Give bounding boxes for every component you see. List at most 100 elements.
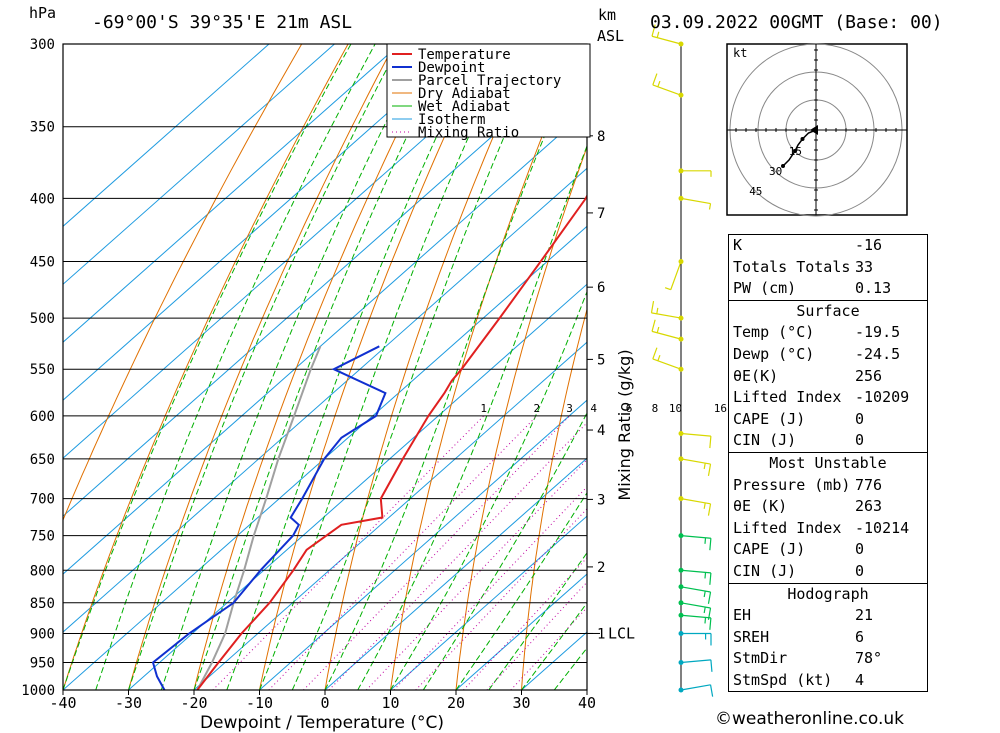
x-tick-label: 20: [447, 694, 465, 712]
wet-adiabat-line: [128, 44, 401, 690]
x-tick-label: 10: [381, 694, 399, 712]
mixing-ratio-label: 1: [480, 402, 487, 415]
wet-adiabat-line: [160, 44, 426, 690]
stmdir-label: StmDir: [733, 649, 788, 668]
wind-barb-staff: [652, 84, 682, 96]
sfc-temp-label: Temp (°C): [733, 323, 815, 342]
sfc-dewp-label: Dewp (°C): [733, 344, 815, 363]
pw-label: PW (cm): [733, 279, 797, 298]
hodograph-ring-label: 45: [749, 185, 762, 198]
hodograph: kt153045: [726, 43, 908, 217]
wind-barb-flag: [707, 503, 712, 516]
hodograph-ring-label: 30: [769, 165, 782, 178]
stmdir-value: 78°: [855, 649, 883, 668]
isotherm-line: [63, 44, 335, 285]
km-tick-label: 1: [597, 626, 605, 642]
mu-cape-value: 0: [855, 540, 865, 559]
wind-barb-flag: [652, 73, 658, 86]
wind-barb-flag: [704, 572, 707, 579]
x-axis-label: Dewpoint / Temperature (°C): [200, 713, 444, 733]
stmspd-value: 4: [855, 670, 865, 689]
wind-barb-flag: [656, 31, 660, 38]
wind-barb-flag: [650, 300, 655, 313]
wind-barb: [678, 431, 712, 449]
wind-barb-flag: [707, 463, 712, 476]
pressure-tick-label: 600: [30, 409, 55, 425]
isotherm-line: [63, 109, 587, 575]
wind-barb-flag: [704, 617, 707, 624]
totals-value: 33: [855, 257, 874, 276]
legend-parcel: Parcel Trajectory: [418, 73, 561, 89]
sfc-cape-value: 0: [855, 409, 865, 428]
legend-dewpoint: Dewpoint: [418, 60, 485, 76]
pressure-tick-label: 400: [30, 191, 55, 207]
x-tick-label: 30: [512, 694, 530, 712]
wind-barb-staff: [651, 312, 682, 319]
wind-barb: [652, 347, 684, 372]
sfc-cape-label: CAPE (J): [733, 409, 806, 428]
wind-barb: [651, 319, 684, 342]
wind-barb: [678, 567, 712, 585]
wind-barb: [678, 533, 712, 551]
x-tick-label: 0: [320, 694, 329, 712]
indices-panel: K -16 Totals Totals 33 PW (cm) 0.13 Surface…: [728, 234, 928, 693]
dry-adiabat-line: [586, 677, 587, 690]
wet-adiabat-line: [521, 602, 587, 690]
wind-barb-flag: [707, 591, 712, 604]
profile-lines: [151, 194, 587, 690]
parcel-trajectory: [196, 345, 322, 690]
wind-barb-staff: [680, 602, 711, 609]
x-tick-label: -30: [115, 694, 142, 712]
mu-theta-label: θE (K): [733, 497, 788, 516]
x-tick-label: -40: [49, 694, 76, 712]
copyright[interactable]: ©weatheronline.co.uk: [715, 709, 905, 729]
wind-barb-flag: [709, 617, 712, 630]
sfc-theta-label: θE(K): [733, 366, 779, 385]
wind-barb-flag: [703, 590, 706, 598]
most-unstable-title: Most Unstable: [729, 451, 927, 475]
wind-barb: [678, 496, 712, 516]
hodograph-point: [793, 149, 797, 153]
eh-label: EH: [733, 606, 752, 625]
wind-barb: [678, 456, 712, 476]
isotherm-line: [63, 44, 466, 401]
isotherm-line: [390, 515, 587, 690]
mixing-ratio-label: 4: [590, 402, 597, 415]
isotherm-line: [63, 44, 401, 343]
k-index-label: K: [733, 236, 743, 254]
mu-theta-value: 263: [855, 497, 883, 516]
wind-barb-staff: [651, 35, 682, 45]
wind-barb-flag: [704, 537, 707, 544]
datetime-title: 03.09.2022 00GMT (Base: 00): [650, 12, 943, 33]
dry-adiabat-line: [958, 44, 999, 690]
wind-barb-staff: [680, 432, 711, 437]
mixing-ratio-line: [212, 415, 485, 690]
wind-barb: [678, 684, 714, 697]
mu-pressure-value: 776: [855, 475, 883, 494]
wind-barb-flag: [707, 607, 712, 620]
pressure-tick-label: 1000: [21, 683, 55, 699]
wind-barb-flag: [703, 606, 706, 614]
sfc-li-label: Lifted Index: [733, 388, 842, 407]
wind-barb-flag: [652, 347, 658, 360]
pressure-tick-label: 500: [30, 311, 55, 327]
wind-barb-flag: [709, 436, 712, 449]
wind-barb: [664, 259, 684, 291]
wind-barb: [678, 195, 712, 210]
wind-barb-staff: [680, 659, 711, 664]
mixing-ratio-line: [268, 415, 538, 690]
dewpoint-profile: [151, 345, 387, 690]
wind-barb-flag: [703, 502, 706, 509]
pressure-tick-label: 350: [30, 120, 55, 136]
sreh-value: 6: [855, 627, 865, 646]
km-tick-label: 2: [597, 560, 605, 576]
wind-barb-flag: [703, 463, 706, 470]
wind-barb-flag: [710, 659, 713, 672]
legend-temperature: Temperature: [418, 47, 511, 63]
mixing-ratio-label: 16: [714, 402, 727, 415]
mixing-ratio-label: 8: [652, 402, 659, 415]
wind-barb: [652, 73, 684, 98]
x-tick-label: 40: [578, 694, 596, 712]
km-tick-label: 8: [597, 129, 605, 145]
wet-adiabat-line: [193, 44, 453, 690]
